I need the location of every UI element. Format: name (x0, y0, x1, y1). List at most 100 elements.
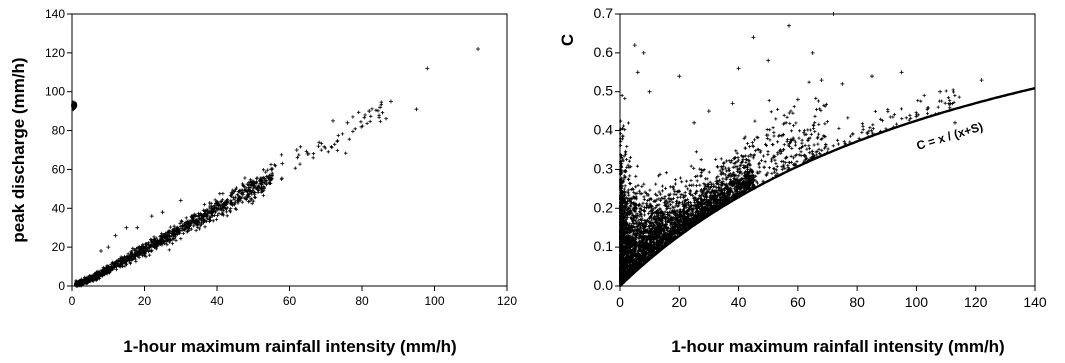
left-data-point (380, 111, 385, 115)
left-data-point (99, 249, 103, 253)
right-data-point (626, 254, 630, 258)
right-data-point (642, 237, 646, 242)
left-data-point (134, 259, 138, 264)
right-data-point (637, 260, 641, 264)
left-data-point (163, 234, 167, 238)
right-data-point (733, 189, 737, 193)
left-data-point (219, 208, 224, 212)
left-data-point (250, 201, 254, 206)
right-data-point (785, 115, 789, 119)
right-data-point (645, 227, 649, 231)
left-data-point (260, 178, 264, 182)
right-data-point (640, 204, 644, 208)
right-data-point (667, 210, 671, 214)
left-data-point (250, 192, 254, 196)
right-data-point (619, 164, 623, 168)
right-data-point (672, 229, 677, 233)
right-data-point (619, 264, 623, 268)
left-data-point (217, 211, 221, 216)
left-data-point (251, 188, 255, 193)
right-data-point (668, 207, 672, 211)
left-data-point (247, 182, 251, 186)
right-data-point (640, 208, 644, 212)
right-data-point (723, 187, 727, 191)
left-data-point (136, 251, 140, 255)
left-data-point (214, 201, 218, 205)
left-y-tick-label: 140 (45, 7, 65, 21)
right-data-point (623, 206, 627, 210)
left-data-point (255, 185, 259, 190)
right-data-point (698, 195, 702, 199)
right-data-point (619, 230, 623, 234)
left-data-point (232, 203, 237, 207)
left-data-point (326, 150, 330, 154)
right-data-point (658, 214, 662, 218)
left-data-point (168, 230, 172, 234)
left-data-point (207, 215, 211, 219)
right-data-point (681, 196, 686, 200)
left-data-point (233, 195, 238, 199)
right-data-point (627, 234, 631, 238)
right-data-point (619, 226, 623, 230)
left-data-point (88, 275, 92, 279)
right-data-point (689, 220, 693, 224)
right-data-point (637, 218, 641, 222)
left-data-point (74, 282, 78, 286)
right-data-point (639, 244, 643, 248)
left-data-point (368, 119, 372, 124)
right-data-point (667, 193, 671, 197)
right-data-point (737, 174, 741, 178)
left-data-point (210, 206, 214, 210)
right-data-point (632, 206, 637, 211)
right-data-point (776, 107, 780, 111)
left-data-point (221, 202, 226, 206)
left-data-point (335, 139, 340, 143)
left-data-point (351, 115, 355, 119)
left-data-point (367, 109, 372, 114)
left-data-point (202, 202, 207, 207)
left-data-point (262, 188, 266, 193)
left-data-point (249, 196, 253, 201)
left-data-point (144, 247, 148, 251)
left-data-point (189, 214, 194, 219)
right-data-point (639, 222, 643, 226)
left-data-point (141, 242, 145, 247)
right-data-point (712, 189, 716, 194)
right-data-point (671, 196, 676, 200)
right-data-point (622, 269, 626, 273)
right-data-point (646, 218, 650, 222)
left-data-point (231, 190, 236, 194)
left-data-point (370, 107, 374, 111)
left-data-point (246, 200, 251, 204)
left-data-point (293, 166, 297, 170)
left-data-point (185, 223, 189, 227)
right-data-point (658, 198, 663, 202)
left-data-point (135, 225, 140, 230)
right-data-point (772, 130, 776, 134)
left-y-tick-label: 100 (45, 85, 65, 99)
left-data-point (248, 178, 253, 182)
right-data-point (622, 197, 626, 201)
right-data-point (645, 237, 649, 241)
right-data-point (642, 195, 646, 199)
right-data-point (684, 226, 688, 230)
right-data-point (637, 239, 641, 243)
right-data-point (627, 255, 632, 259)
right-data-point (751, 156, 755, 160)
right-data-point (637, 203, 641, 207)
right-data-point (619, 217, 623, 221)
right-data-point (626, 241, 630, 245)
right-data-point (686, 220, 691, 224)
right-data-point (732, 193, 736, 197)
left-data-point (242, 185, 246, 189)
left-data-point (194, 228, 198, 233)
right-data-point (632, 260, 637, 264)
right-data-point (625, 252, 629, 256)
right-data-point (637, 248, 641, 253)
left-data-point (140, 246, 144, 250)
left-data-point (144, 255, 148, 259)
left-data-point (214, 217, 219, 222)
left-data-point (170, 241, 175, 246)
right-data-point (628, 155, 633, 160)
right-data-point (641, 258, 645, 263)
